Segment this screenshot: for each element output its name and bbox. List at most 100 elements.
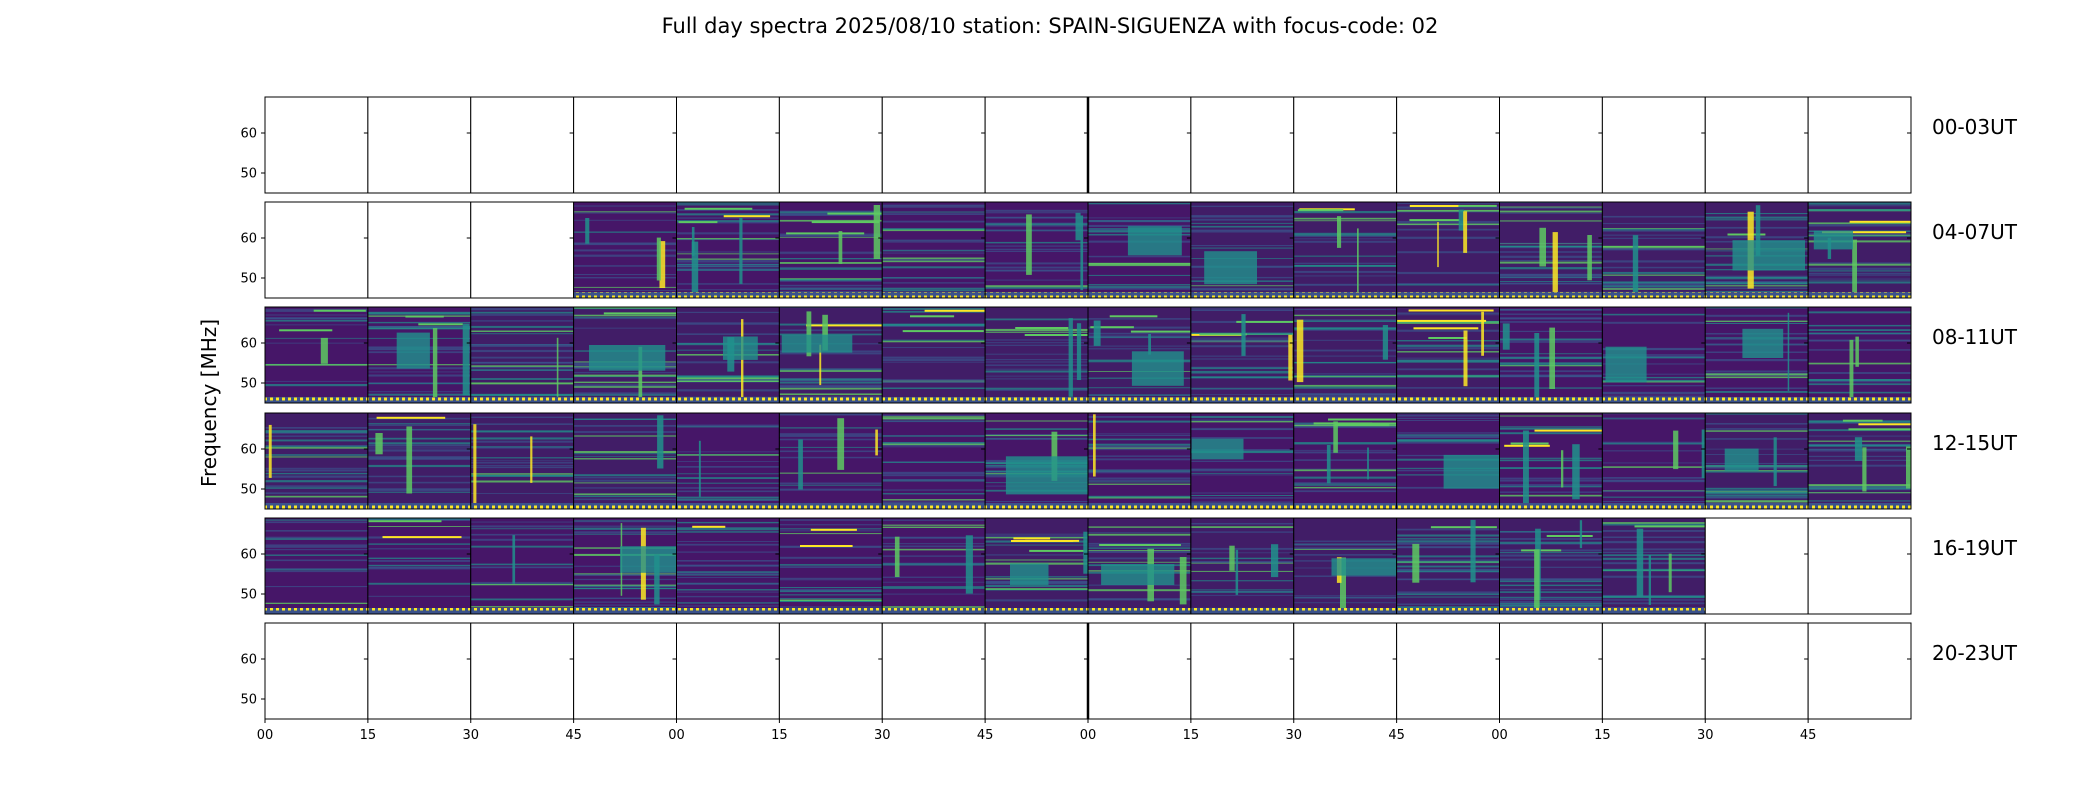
spectrum-image [573, 202, 677, 298]
data-flag-strip [1808, 397, 1911, 403]
data-flag-strip [1499, 503, 1603, 509]
spectrum-panel [264, 412, 369, 510]
data-flag-strip [1293, 397, 1397, 403]
x-tick-label: 45 [565, 728, 582, 743]
panel-background [573, 97, 677, 193]
spectrum-panel [1499, 96, 1603, 194]
x-tick-label: 15 [771, 728, 788, 743]
panel-background [779, 97, 883, 193]
panel-background [1190, 97, 1294, 193]
spectrum-image [1396, 307, 1500, 403]
spectrum-panel [676, 412, 780, 510]
spectrum-panel [1601, 622, 1706, 720]
data-flag-strip [367, 397, 471, 403]
spectrum-image [573, 518, 677, 614]
row-label: 08-11UT [1932, 325, 2018, 349]
spectrum-panel [1807, 96, 1912, 194]
spectrum-image [779, 518, 883, 614]
panel-frame [1807, 517, 1912, 615]
panel-background [470, 623, 574, 719]
panel-background [985, 623, 1088, 719]
data-flag-strip [882, 397, 986, 403]
x-tick-label: 15 [1594, 728, 1611, 743]
data-flag-strip [1293, 503, 1397, 509]
x-tick-label: 30 [874, 728, 891, 743]
spectrum-image [1602, 413, 1706, 509]
data-flag-strip [1499, 292, 1603, 298]
spectrum-panel [676, 306, 780, 404]
data-flag-strip [779, 397, 883, 403]
y-tick-label: 60 [240, 127, 257, 142]
x-tick-label: 00 [1080, 728, 1097, 743]
spectrum-panel [1190, 306, 1295, 404]
spectrum-panel [1293, 306, 1398, 404]
spectrum-image [1088, 413, 1191, 509]
panel-background [1808, 518, 1911, 614]
spectrum-image [1396, 518, 1500, 614]
row-label: 00-03UT [1932, 115, 2018, 139]
spectrum-panel [778, 412, 883, 510]
spectrum-image [1293, 518, 1397, 614]
data-flag-strip [1293, 292, 1397, 298]
spectrum-image [882, 518, 986, 614]
spectrum-panel [1601, 96, 1706, 194]
panel-background [470, 202, 574, 298]
spectrum-panel [1499, 622, 1603, 720]
data-flag-strip [1499, 397, 1603, 403]
panel-background [573, 623, 677, 719]
spectrum-panel [264, 517, 369, 615]
data-flag-strip [779, 503, 883, 509]
panel-background [470, 97, 574, 193]
panel-background [367, 202, 471, 298]
data-flag-strip [1190, 397, 1294, 403]
x-tick-label: 00 [1491, 728, 1508, 743]
spectrum-panel [881, 517, 986, 615]
panel-background [882, 97, 986, 193]
spectra-rows: 50 60 00-03UT 50 60 04-07UT 50 60 08-11UT 50 60 12-… [240, 96, 2018, 720]
spectrum-panel [264, 201, 369, 299]
data-flag-strip [676, 503, 780, 509]
y-tick-label: 50 [240, 167, 257, 182]
data-flag-strip [1088, 503, 1191, 509]
spectrum-image [1705, 202, 1809, 298]
data-flag-strip [882, 503, 986, 509]
spectrum-panel [1087, 622, 1192, 720]
data-flag-strip [265, 397, 368, 403]
panel-background [985, 97, 1088, 193]
spectrum-image [1088, 202, 1191, 298]
x-tick-label: 15 [1183, 728, 1200, 743]
data-flag-strip [1088, 608, 1191, 614]
panel-background [676, 97, 780, 193]
x-axis: 00 15 30 45 00 15 30 45 00 15 30 45 00 15 30 45 [257, 719, 1816, 743]
spectra-row-12-15UT: 50 60 12-15UT [240, 412, 2018, 510]
spectrum-panel [367, 412, 472, 510]
panel-background [676, 623, 780, 719]
panel-frame [1807, 622, 1912, 720]
spectrum-image [985, 413, 1088, 509]
spectrum-image [1499, 518, 1603, 614]
panel-background [1190, 623, 1294, 719]
data-flag-strip [1705, 292, 1809, 298]
panel-background [1602, 97, 1706, 193]
spectrum-panel [1704, 622, 1809, 720]
spectrum-panel [1499, 517, 1603, 615]
spectrum-panel [1704, 201, 1809, 299]
spectrum-panel [1087, 517, 1192, 615]
data-flag-strip [265, 608, 368, 614]
data-flag-strip [676, 397, 780, 403]
y-tick-label: 50 [240, 272, 257, 287]
data-flag-strip [882, 292, 986, 298]
spectrum-panel [1499, 201, 1603, 299]
spectrum-image [1293, 413, 1397, 509]
spectrum-panel [1499, 306, 1603, 404]
data-flag-strip [1602, 503, 1706, 509]
panel-background [1293, 97, 1397, 193]
panel-background [779, 623, 883, 719]
spectrum-panel [264, 306, 369, 404]
spectrum-panel [1601, 201, 1706, 299]
spectrum-panel [470, 306, 575, 404]
spectrum-panel [881, 96, 986, 194]
spectrum-panel [470, 622, 575, 720]
spectrum-panel [573, 622, 677, 720]
spectrum-image [1088, 307, 1191, 403]
